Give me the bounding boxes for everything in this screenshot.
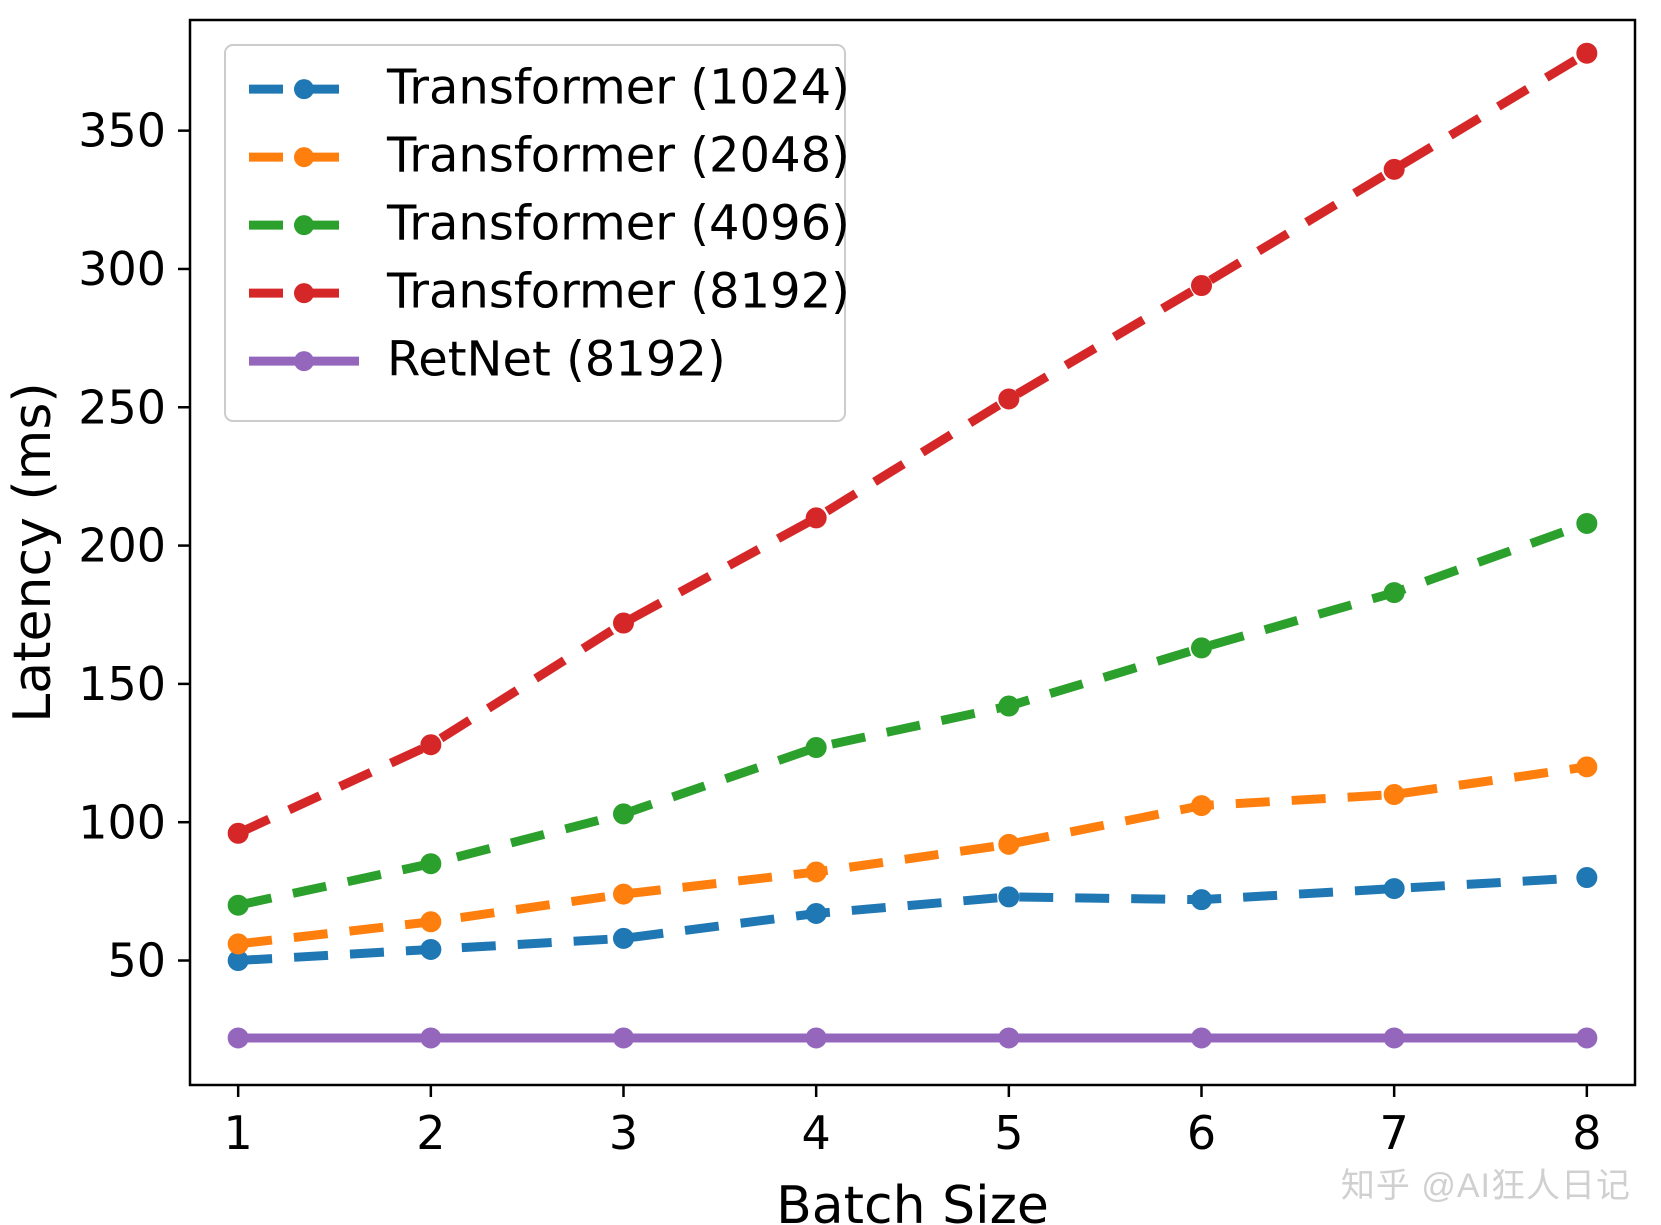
series-marker [999, 696, 1019, 716]
series-marker [228, 1028, 248, 1048]
series-marker [1577, 1028, 1597, 1048]
series-marker [806, 738, 826, 758]
series-marker [806, 1028, 826, 1048]
y-tick-label: 350 [78, 104, 166, 158]
x-tick-label: 1 [224, 1106, 253, 1160]
legend-label: Transformer (4096) [386, 196, 850, 252]
series-marker [999, 887, 1019, 907]
x-tick-label: 5 [994, 1106, 1023, 1160]
series-marker [999, 1028, 1019, 1048]
series-marker [421, 939, 441, 959]
series-marker [614, 804, 634, 824]
x-tick-label: 7 [1380, 1106, 1409, 1160]
chart-svg: 1 2 3 4 5 6 7 8 50 100 150 200 250 300 350 Batch Size La… [0, 0, 1661, 1225]
series-marker [421, 1028, 441, 1048]
latency-chart: 1 2 3 4 5 6 7 8 50 100 150 200 250 300 350 Batch Size La… [0, 0, 1661, 1225]
x-tick-label: 3 [609, 1106, 638, 1160]
series-marker [806, 903, 826, 923]
series-marker [1192, 890, 1212, 910]
series-marker [1384, 1028, 1404, 1048]
legend-label: Transformer (8192) [386, 264, 850, 320]
x-tick-label: 2 [416, 1106, 445, 1160]
series-marker [806, 508, 826, 528]
series-marker [806, 862, 826, 882]
y-tick-label: 100 [78, 795, 166, 849]
legend-label: Transformer (2048) [386, 128, 850, 184]
x-tick-label: 4 [802, 1106, 831, 1160]
legend-marker-sample [294, 79, 314, 99]
legend-label: RetNet (8192) [387, 332, 726, 388]
y-axis-label: Latency (ms) [3, 382, 63, 722]
series-marker [228, 934, 248, 954]
x-tick-label: 6 [1187, 1106, 1216, 1160]
series-marker [999, 834, 1019, 854]
series-marker [1192, 796, 1212, 816]
y-tick-label: 200 [78, 519, 166, 573]
series-marker [614, 928, 634, 948]
series-marker [1577, 757, 1597, 777]
y-tick-label: 250 [78, 380, 166, 434]
series-marker [421, 912, 441, 932]
legend-marker-sample [294, 147, 314, 167]
series-marker [1192, 638, 1212, 658]
series-marker [614, 613, 634, 633]
x-axis-label: Batch Size [776, 1176, 1049, 1225]
series-marker [1384, 879, 1404, 899]
legend-marker-sample [294, 351, 314, 371]
series-marker [614, 884, 634, 904]
x-tick-label: 8 [1572, 1106, 1601, 1160]
series-marker [228, 895, 248, 915]
series-marker [614, 1028, 634, 1048]
series-marker [228, 823, 248, 843]
series-marker [421, 735, 441, 755]
series-marker [999, 389, 1019, 409]
y-tick-label: 50 [107, 934, 166, 988]
series-marker [1577, 868, 1597, 888]
series-marker [1192, 1028, 1212, 1048]
series-marker [421, 854, 441, 874]
y-tick-label: 150 [78, 657, 166, 711]
series-marker [1384, 159, 1404, 179]
legend-marker-sample [294, 283, 314, 303]
series-marker [1577, 43, 1597, 63]
series-marker [1384, 785, 1404, 805]
y-tick-label: 300 [78, 242, 166, 296]
series-marker [1384, 583, 1404, 603]
legend-marker-sample [294, 215, 314, 235]
series-marker [1577, 513, 1597, 533]
series-marker [1192, 276, 1212, 296]
legend-label: Transformer (1024) [386, 60, 850, 116]
